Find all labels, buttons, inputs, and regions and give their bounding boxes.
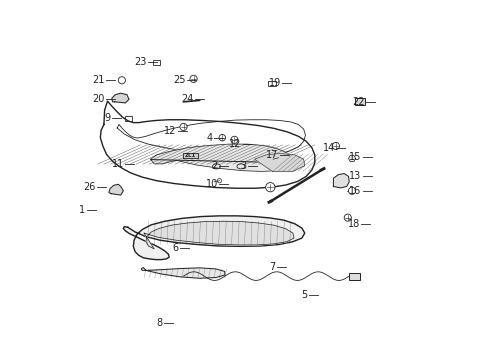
Text: ZL1: ZL1: [184, 153, 196, 158]
Polygon shape: [333, 174, 348, 188]
Text: 13: 13: [348, 171, 361, 181]
Bar: [267, 81, 275, 86]
Text: 22: 22: [352, 97, 364, 107]
Polygon shape: [123, 216, 304, 260]
Circle shape: [265, 183, 274, 192]
Text: 3: 3: [240, 161, 246, 171]
Polygon shape: [100, 101, 314, 188]
Text: 4: 4: [206, 133, 212, 143]
Text: 24: 24: [181, 94, 193, 104]
Polygon shape: [254, 153, 304, 171]
Text: 17: 17: [265, 150, 278, 160]
Text: 16: 16: [348, 186, 361, 197]
Text: 11: 11: [112, 159, 124, 169]
Text: 26: 26: [83, 182, 95, 192]
Circle shape: [230, 136, 238, 143]
Circle shape: [190, 75, 197, 82]
Text: 14: 14: [322, 143, 334, 153]
Polygon shape: [348, 156, 355, 162]
Text: 19: 19: [268, 78, 280, 88]
Text: 21: 21: [92, 75, 105, 85]
Circle shape: [219, 134, 225, 141]
Text: 20: 20: [92, 94, 105, 104]
Text: 2: 2: [211, 161, 218, 171]
Polygon shape: [141, 267, 224, 278]
Polygon shape: [112, 93, 129, 103]
Text: 1: 1: [79, 206, 85, 216]
Text: 8: 8: [156, 319, 162, 328]
Text: 7: 7: [268, 262, 275, 272]
Polygon shape: [144, 221, 293, 249]
Text: 12: 12: [164, 126, 176, 135]
Circle shape: [332, 142, 339, 149]
Circle shape: [180, 123, 187, 131]
Polygon shape: [109, 184, 123, 195]
Bar: [153, 60, 159, 65]
Text: 23: 23: [134, 57, 146, 67]
Text: 18: 18: [347, 219, 359, 229]
Text: 5: 5: [301, 291, 307, 301]
Text: 9: 9: [104, 113, 110, 123]
FancyBboxPatch shape: [354, 98, 364, 105]
Polygon shape: [183, 153, 198, 158]
Circle shape: [344, 214, 351, 221]
Bar: [125, 116, 132, 121]
Text: 10: 10: [205, 179, 218, 189]
Text: 25: 25: [173, 75, 185, 85]
Polygon shape: [150, 144, 293, 171]
Text: 6: 6: [172, 243, 178, 253]
Text: 15: 15: [348, 152, 361, 162]
Text: 12: 12: [228, 139, 241, 149]
FancyBboxPatch shape: [348, 273, 359, 280]
